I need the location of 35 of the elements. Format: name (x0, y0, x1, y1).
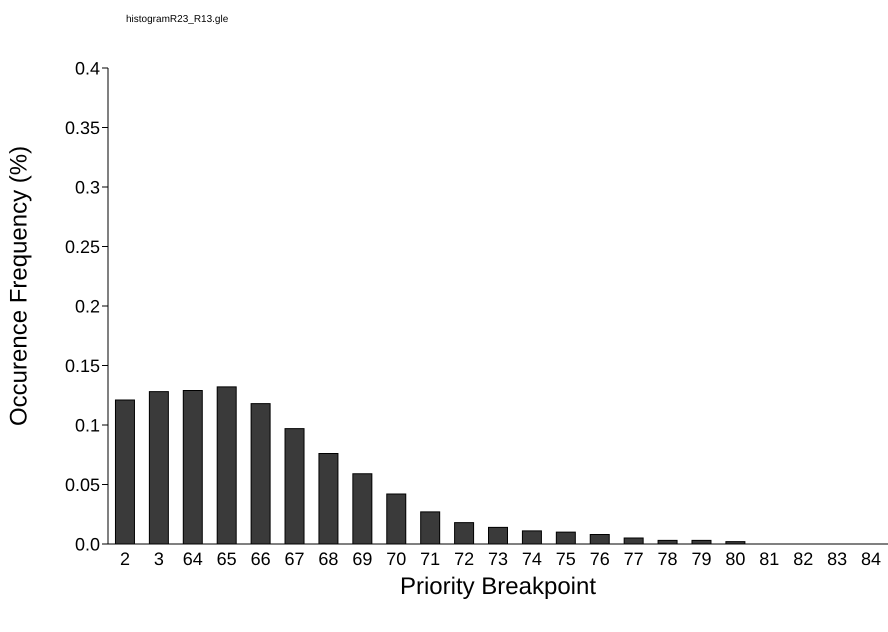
x-tick-label: 72 (454, 548, 474, 569)
x-tick-label: 79 (691, 548, 712, 569)
x-tick-label: 74 (522, 548, 542, 569)
y-tick-label: 0.05 (64, 474, 100, 495)
y-tick-label: 0.15 (64, 356, 100, 376)
x-tick-label: 77 (624, 548, 644, 569)
x-tick-label: 83 (827, 548, 848, 569)
x-tick-label: 69 (352, 548, 372, 569)
x-axis-title: Priority Breakpoint (400, 573, 596, 600)
x-tick-label: 3 (154, 548, 164, 569)
x-tick-label: 64 (182, 548, 203, 569)
x-tick-label: 73 (488, 548, 508, 569)
y-tick-label: 0.1 (74, 415, 100, 436)
y-axis-title: Occurence Frequency (%) (6, 146, 33, 426)
y-tick-label: 0.25 (64, 236, 100, 257)
y-tick-label: 0.2 (74, 296, 100, 316)
x-tick-label: 68 (318, 548, 338, 569)
x-tick-label: 67 (284, 548, 305, 569)
x-tick-label: 70 (386, 548, 406, 569)
y-tick-label: 0.3 (74, 177, 100, 198)
x-tick-label: 84 (861, 548, 882, 569)
x-tick-label: 71 (420, 548, 440, 569)
x-tick-label: 65 (216, 548, 237, 569)
x-tick-label: 82 (793, 548, 814, 569)
x-tick-label: 78 (658, 548, 678, 569)
x-tick-label: 2 (120, 548, 130, 569)
y-tick-label: 0.0 (74, 534, 100, 554)
x-tick-label: 81 (759, 548, 780, 569)
y-tick-label: 0.4 (74, 58, 100, 78)
chart-title: histogramR23_R13.gle (126, 14, 228, 25)
x-tick-label: 66 (250, 548, 271, 569)
x-tick-label: 75 (556, 548, 576, 569)
x-tick-label: 80 (725, 548, 746, 569)
y-tick-label: 0.35 (64, 118, 100, 138)
x-tick-label: 76 (590, 548, 610, 569)
